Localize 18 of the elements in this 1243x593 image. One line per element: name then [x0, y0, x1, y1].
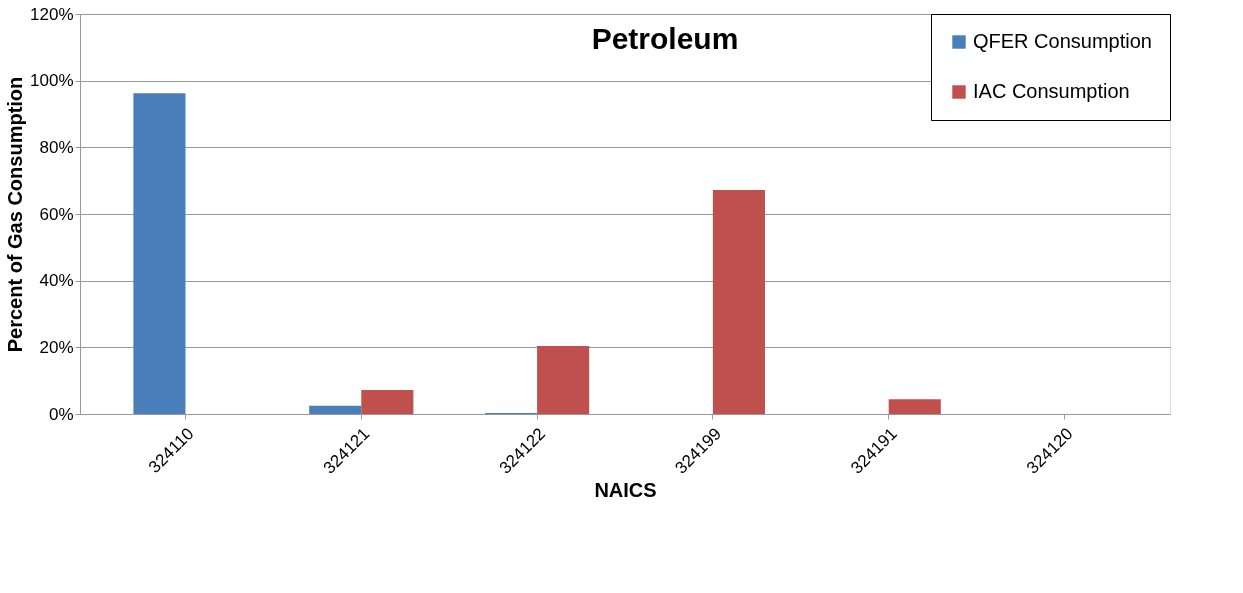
bar: [361, 390, 414, 414]
bar: [888, 399, 941, 414]
chart-title: Petroleum: [591, 22, 739, 55]
y-axis-title: Percent of Gas Consumption: [4, 76, 27, 353]
y-tick-label: 40%: [39, 271, 74, 291]
bar: [133, 93, 186, 414]
y-tick-label: 80%: [39, 137, 74, 157]
y-tick-label: 60%: [39, 204, 74, 224]
bar: [712, 190, 765, 414]
bar: [537, 346, 590, 414]
x-axis-title: NAICS: [594, 478, 657, 501]
y-tick-label: 20%: [39, 337, 74, 357]
legend-label: QFER Consumption: [973, 30, 1152, 52]
y-tick-label: 120%: [30, 4, 74, 24]
legend-label: IAC Consumption: [973, 80, 1130, 102]
y-tick-label: 100%: [30, 71, 74, 91]
y-tick-label: 0%: [48, 404, 74, 424]
bar: [309, 405, 362, 414]
